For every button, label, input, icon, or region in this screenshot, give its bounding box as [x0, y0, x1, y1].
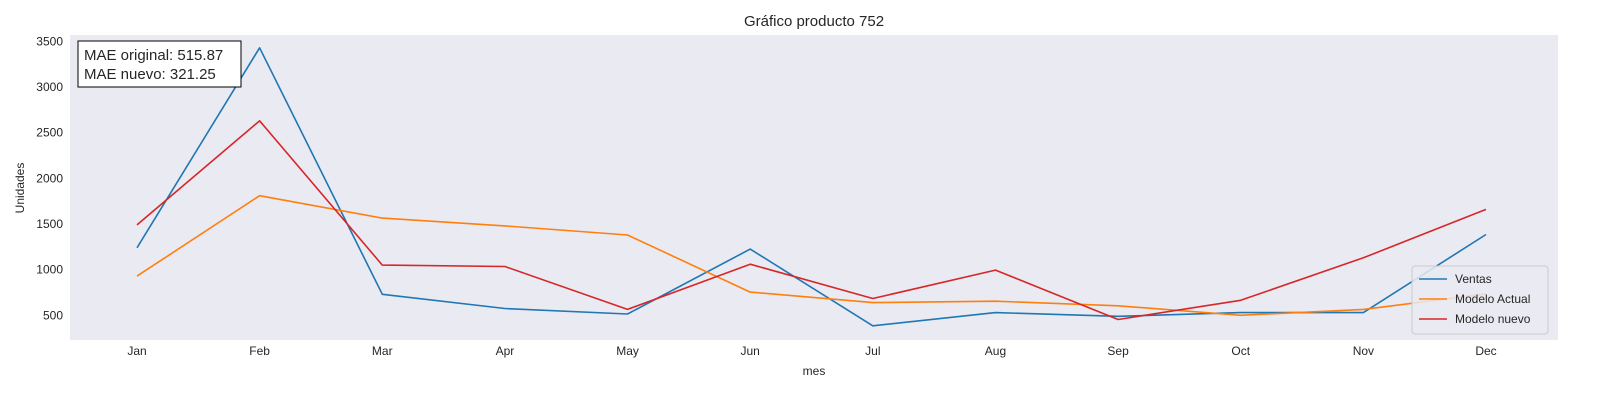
data-point-modelo-nuevo	[1361, 256, 1365, 260]
x-axis-label: mes	[803, 364, 826, 378]
y-tick-label: 2500	[36, 126, 63, 140]
x-tick-label: Jun	[741, 344, 760, 358]
data-point-modelo-actual	[135, 274, 139, 278]
x-tick-label: Jul	[865, 344, 880, 358]
data-point-modelo-nuevo	[503, 264, 507, 268]
plot-area	[70, 35, 1558, 340]
data-point-modelo-nuevo	[993, 268, 997, 272]
legend-label-modelo-nuevo: Modelo nuevo	[1455, 312, 1531, 326]
mae-nuevo-text: MAE nuevo: 321.25	[84, 66, 216, 83]
x-tick-label: Oct	[1231, 344, 1250, 358]
y-axis-label: Unidades	[13, 163, 27, 214]
data-point-ventas	[258, 46, 262, 50]
x-tick-label: Dec	[1475, 344, 1496, 358]
data-point-modelo-actual	[503, 224, 507, 228]
data-point-ventas	[1484, 233, 1488, 237]
data-point-modelo-nuevo	[135, 223, 139, 227]
series-line-modelo-actual	[136, 194, 1487, 317]
y-tick-label: 1000	[36, 263, 63, 277]
x-tick-label: Apr	[496, 344, 515, 358]
data-point-modelo-nuevo	[1484, 207, 1488, 211]
y-tick-label: 3500	[36, 34, 63, 48]
y-tick-label: 1500	[36, 217, 63, 231]
x-tick-label: Nov	[1353, 344, 1374, 358]
data-point-ventas	[626, 312, 630, 316]
x-tick-label: May	[616, 344, 639, 358]
y-tick-label: 3000	[36, 80, 63, 94]
data-point-modelo-actual	[258, 194, 262, 198]
x-axis: Jan Feb Mar Apr May Jun Jul Aug Sep Oct Nov Dec	[127, 344, 1496, 358]
x-tick-label: Jan	[127, 344, 146, 358]
data-point-ventas	[135, 246, 139, 250]
data-point-ventas	[380, 292, 384, 296]
data-point-modelo-actual	[1116, 304, 1120, 308]
legend-frame	[1411, 265, 1549, 335]
data-point-modelo-nuevo	[1239, 298, 1243, 302]
legend-label-modelo-actual: Modelo Actual	[1455, 292, 1530, 306]
x-tick-label: Sep	[1107, 344, 1129, 358]
data-point-modelo-actual	[1361, 307, 1365, 311]
data-point-modelo-actual	[380, 216, 384, 220]
data-point-modelo-nuevo	[748, 262, 752, 266]
mae-annotation-frame	[77, 40, 242, 88]
data-point-modelo-actual	[626, 233, 630, 237]
data-point-ventas	[871, 324, 875, 328]
data-point-modelo-nuevo	[1116, 317, 1120, 321]
data-point-modelo-actual	[1239, 313, 1243, 317]
y-tick-label: 500	[43, 308, 63, 322]
y-tick-label: 2000	[36, 171, 63, 185]
mae-annotation-box: MAE original: 515.87 MAE nuevo: 321.25	[77, 40, 242, 88]
legend-label-ventas: Ventas	[1455, 272, 1492, 286]
data-point-modelo-actual	[993, 299, 997, 303]
x-tick-label: Mar	[372, 344, 393, 358]
data-point-ventas	[503, 306, 507, 310]
legend: Ventas Modelo Actual Modelo nuevo	[1411, 265, 1549, 335]
chart-title: Gráfico producto 752	[744, 13, 884, 30]
data-point-modelo-nuevo	[258, 119, 262, 123]
x-tick-label: Aug	[985, 344, 1006, 358]
series-line-modelo-nuevo	[136, 120, 1487, 321]
data-point-modelo-nuevo	[380, 263, 384, 267]
data-point-ventas	[993, 311, 997, 315]
series-group	[135, 46, 1488, 328]
y-axis: 500 1000 1500 2000 2500 3000 3500	[36, 34, 63, 322]
data-point-modelo-actual	[748, 290, 752, 294]
data-point-modelo-nuevo	[871, 296, 875, 300]
series-line-ventas	[136, 46, 1487, 327]
data-point-ventas	[748, 247, 752, 251]
mae-original-text: MAE original: 515.87	[84, 47, 223, 64]
data-point-modelo-nuevo	[626, 307, 630, 311]
x-tick-label: Feb	[249, 344, 270, 358]
data-point-modelo-actual	[871, 301, 875, 305]
